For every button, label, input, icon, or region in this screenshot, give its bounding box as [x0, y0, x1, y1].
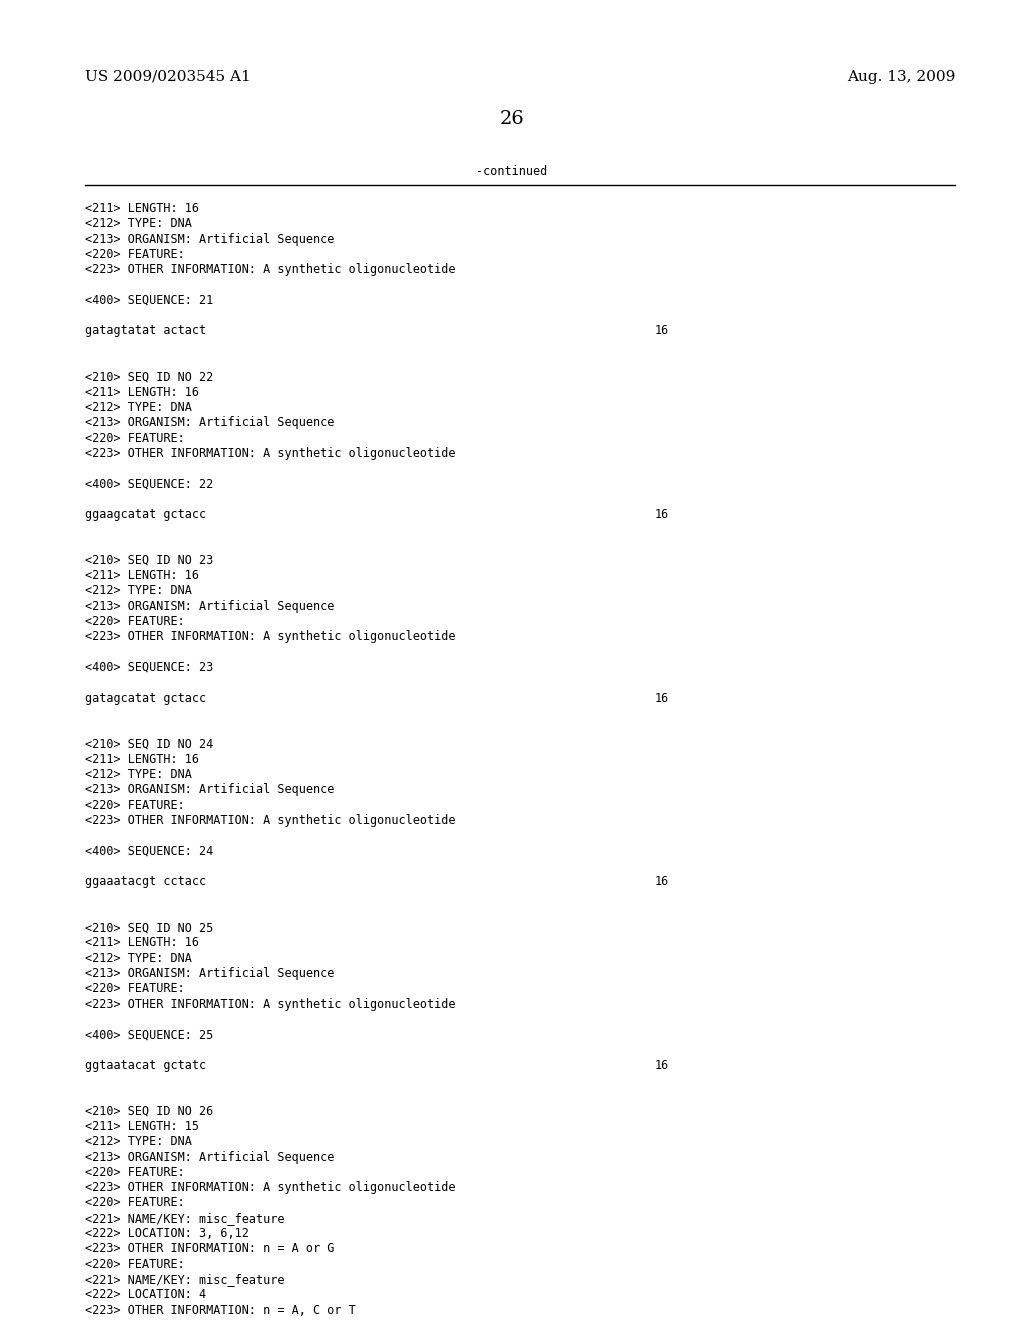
Text: <400> SEQUENCE: 22: <400> SEQUENCE: 22: [85, 478, 213, 491]
Text: <220> FEATURE:: <220> FEATURE:: [85, 432, 184, 445]
Text: <213> ORGANISM: Artificial Sequence: <213> ORGANISM: Artificial Sequence: [85, 783, 335, 796]
Text: 16: 16: [655, 692, 670, 705]
Text: <222> LOCATION: 4: <222> LOCATION: 4: [85, 1288, 206, 1302]
Text: <213> ORGANISM: Artificial Sequence: <213> ORGANISM: Artificial Sequence: [85, 1151, 335, 1164]
Text: <220> FEATURE:: <220> FEATURE:: [85, 248, 184, 261]
Text: <212> TYPE: DNA: <212> TYPE: DNA: [85, 768, 191, 781]
Text: gatagtatat actact: gatagtatat actact: [85, 325, 206, 338]
Text: <212> TYPE: DNA: <212> TYPE: DNA: [85, 1135, 191, 1148]
Text: <213> ORGANISM: Artificial Sequence: <213> ORGANISM: Artificial Sequence: [85, 232, 335, 246]
Text: <400> SEQUENCE: 25: <400> SEQUENCE: 25: [85, 1028, 213, 1041]
Text: 16: 16: [655, 1059, 670, 1072]
Text: <223> OTHER INFORMATION: A synthetic oligonucleotide: <223> OTHER INFORMATION: A synthetic oli…: [85, 1181, 456, 1195]
Text: <400> SEQUENCE: 24: <400> SEQUENCE: 24: [85, 845, 213, 858]
Text: <400> SEQUENCE: 21: <400> SEQUENCE: 21: [85, 294, 213, 306]
Text: gatagcatat gctacc: gatagcatat gctacc: [85, 692, 206, 705]
Text: <210> SEQ ID NO 26: <210> SEQ ID NO 26: [85, 1105, 213, 1118]
Text: <210> SEQ ID NO 23: <210> SEQ ID NO 23: [85, 554, 213, 566]
Text: <211> LENGTH: 16: <211> LENGTH: 16: [85, 202, 199, 215]
Text: <221> NAME/KEY: misc_feature: <221> NAME/KEY: misc_feature: [85, 1212, 285, 1225]
Text: <220> FEATURE:: <220> FEATURE:: [85, 615, 184, 628]
Text: Aug. 13, 2009: Aug. 13, 2009: [847, 70, 955, 84]
Text: <400> SEQUENCE: 23: <400> SEQUENCE: 23: [85, 661, 213, 675]
Text: <223> OTHER INFORMATION: A synthetic oligonucleotide: <223> OTHER INFORMATION: A synthetic oli…: [85, 263, 456, 276]
Text: ggaaatacgt cctacc: ggaaatacgt cctacc: [85, 875, 206, 888]
Text: <223> OTHER INFORMATION: A synthetic oligonucleotide: <223> OTHER INFORMATION: A synthetic oli…: [85, 446, 456, 459]
Text: <223> OTHER INFORMATION: n = A, C or T: <223> OTHER INFORMATION: n = A, C or T: [85, 1304, 355, 1316]
Text: <223> OTHER INFORMATION: n = A or G: <223> OTHER INFORMATION: n = A or G: [85, 1242, 335, 1255]
Text: <211> LENGTH: 15: <211> LENGTH: 15: [85, 1119, 199, 1133]
Text: <221> NAME/KEY: misc_feature: <221> NAME/KEY: misc_feature: [85, 1272, 285, 1286]
Text: <222> LOCATION: 3, 6,12: <222> LOCATION: 3, 6,12: [85, 1228, 249, 1239]
Text: <223> OTHER INFORMATION: A synthetic oligonucleotide: <223> OTHER INFORMATION: A synthetic oli…: [85, 631, 456, 643]
Text: <210> SEQ ID NO 24: <210> SEQ ID NO 24: [85, 738, 213, 751]
Text: US 2009/0203545 A1: US 2009/0203545 A1: [85, 70, 251, 84]
Text: <212> TYPE: DNA: <212> TYPE: DNA: [85, 585, 191, 598]
Text: <212> TYPE: DNA: <212> TYPE: DNA: [85, 401, 191, 414]
Text: <220> FEATURE:: <220> FEATURE:: [85, 1166, 184, 1179]
Text: <213> ORGANISM: Artificial Sequence: <213> ORGANISM: Artificial Sequence: [85, 968, 335, 979]
Text: <211> LENGTH: 16: <211> LENGTH: 16: [85, 752, 199, 766]
Text: ggaagcatat gctacc: ggaagcatat gctacc: [85, 508, 206, 521]
Text: <211> LENGTH: 16: <211> LENGTH: 16: [85, 569, 199, 582]
Text: <212> TYPE: DNA: <212> TYPE: DNA: [85, 218, 191, 230]
Text: <220> FEATURE:: <220> FEATURE:: [85, 982, 184, 995]
Text: <213> ORGANISM: Artificial Sequence: <213> ORGANISM: Artificial Sequence: [85, 599, 335, 612]
Text: 16: 16: [655, 508, 670, 521]
Text: <220> FEATURE:: <220> FEATURE:: [85, 1196, 184, 1209]
Text: <212> TYPE: DNA: <212> TYPE: DNA: [85, 952, 191, 965]
Text: <210> SEQ ID NO 22: <210> SEQ ID NO 22: [85, 371, 213, 383]
Text: ggtaatacat gctatc: ggtaatacat gctatc: [85, 1059, 206, 1072]
Text: <211> LENGTH: 16: <211> LENGTH: 16: [85, 385, 199, 399]
Text: <220> FEATURE:: <220> FEATURE:: [85, 799, 184, 812]
Text: <223> OTHER INFORMATION: A synthetic oligonucleotide: <223> OTHER INFORMATION: A synthetic oli…: [85, 998, 456, 1011]
Text: <211> LENGTH: 16: <211> LENGTH: 16: [85, 936, 199, 949]
Text: <210> SEQ ID NO 25: <210> SEQ ID NO 25: [85, 921, 213, 935]
Text: <220> FEATURE:: <220> FEATURE:: [85, 1258, 184, 1271]
Text: 16: 16: [655, 875, 670, 888]
Text: 16: 16: [655, 325, 670, 338]
Text: -continued: -continued: [476, 165, 548, 178]
Text: <223> OTHER INFORMATION: A synthetic oligonucleotide: <223> OTHER INFORMATION: A synthetic oli…: [85, 814, 456, 828]
Text: 26: 26: [500, 110, 524, 128]
Text: <213> ORGANISM: Artificial Sequence: <213> ORGANISM: Artificial Sequence: [85, 416, 335, 429]
